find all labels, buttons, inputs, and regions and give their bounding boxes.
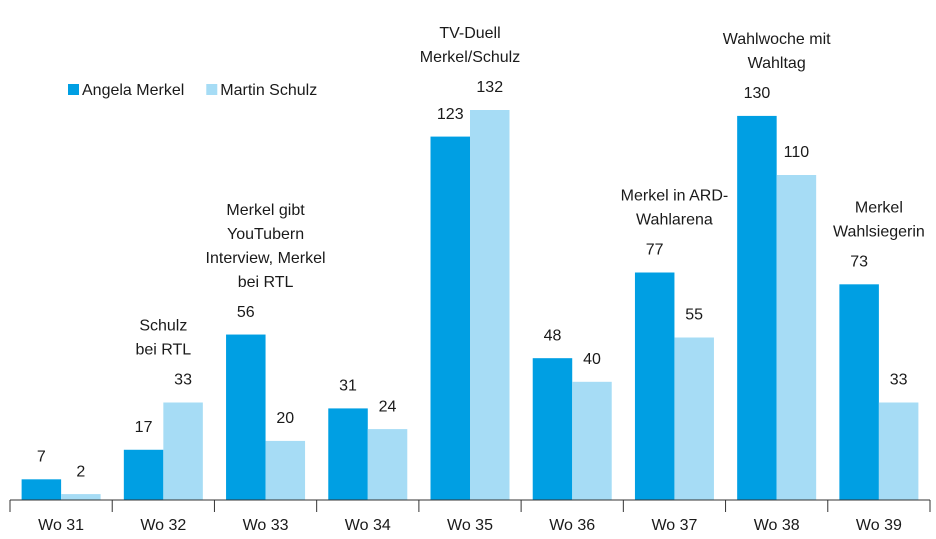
bar <box>123 449 164 500</box>
legend-label: Angela Merkel <box>82 82 184 99</box>
bar <box>265 440 306 500</box>
value-label: 33 <box>174 372 192 389</box>
value-label: 55 <box>685 307 703 324</box>
bar <box>21 479 62 500</box>
value-label: 73 <box>850 254 868 271</box>
annotation: Schulz <box>139 318 187 335</box>
bar <box>470 110 510 500</box>
value-label: 123 <box>437 106 464 123</box>
annotation: Wahlarena <box>636 212 713 229</box>
value-label: 33 <box>890 372 908 389</box>
value-label: 40 <box>583 351 601 368</box>
annotation: bei RTL <box>135 342 191 359</box>
value-label: 20 <box>276 410 294 427</box>
value-label: 2 <box>76 463 85 480</box>
value-label: 132 <box>476 79 503 96</box>
annotation: bei RTL <box>238 274 294 291</box>
x-tick-label: Wo 31 <box>38 517 84 534</box>
bar <box>737 115 777 500</box>
value-label: 56 <box>237 304 255 321</box>
value-label: 31 <box>339 378 357 395</box>
annotation: Interview, Merkel <box>206 250 326 267</box>
value-label: 17 <box>135 419 153 436</box>
annotation: Merkel/Schulz <box>420 49 520 66</box>
bar <box>61 494 101 500</box>
legend-label: Martin Schulz <box>220 82 317 99</box>
annotation: Merkel <box>855 200 903 217</box>
value-label: 7 <box>37 449 46 466</box>
bar <box>226 334 266 500</box>
x-tick-label: Wo 38 <box>754 517 800 534</box>
bar <box>776 175 817 500</box>
x-tick-label: Wo 33 <box>243 517 289 534</box>
bar <box>572 381 612 500</box>
bar <box>674 337 714 500</box>
bar <box>328 408 368 500</box>
legend-swatch <box>68 84 79 95</box>
annotation: Wahltag <box>748 55 806 72</box>
annotation: Wahlwoche mit <box>723 31 831 48</box>
annotation: Wahlsiegerin <box>833 224 925 241</box>
bar <box>634 272 675 500</box>
value-label: 130 <box>744 85 771 102</box>
x-tick-label: Wo 39 <box>856 517 902 534</box>
bar <box>878 402 919 500</box>
value-label: 48 <box>544 327 562 344</box>
x-tick-label: Wo 32 <box>140 517 186 534</box>
annotation: Merkel in ARD- <box>621 188 729 205</box>
bar <box>430 136 470 500</box>
legend-swatch <box>206 84 218 95</box>
annotation: TV-Duell <box>439 25 500 42</box>
annotation: Merkel gibt <box>226 202 305 219</box>
bar <box>839 284 879 500</box>
x-tick-label: Wo 36 <box>549 517 595 534</box>
x-tick-label: Wo 35 <box>447 517 493 534</box>
x-tick-label: Wo 37 <box>651 517 697 534</box>
x-tick-label: Wo 34 <box>345 517 391 534</box>
annotation: YouTubern <box>227 226 304 243</box>
value-label: 110 <box>784 144 810 161</box>
bar <box>163 402 203 500</box>
value-label: 77 <box>646 242 664 259</box>
value-label: 24 <box>379 398 397 415</box>
bar <box>367 429 408 500</box>
bar <box>532 358 573 500</box>
